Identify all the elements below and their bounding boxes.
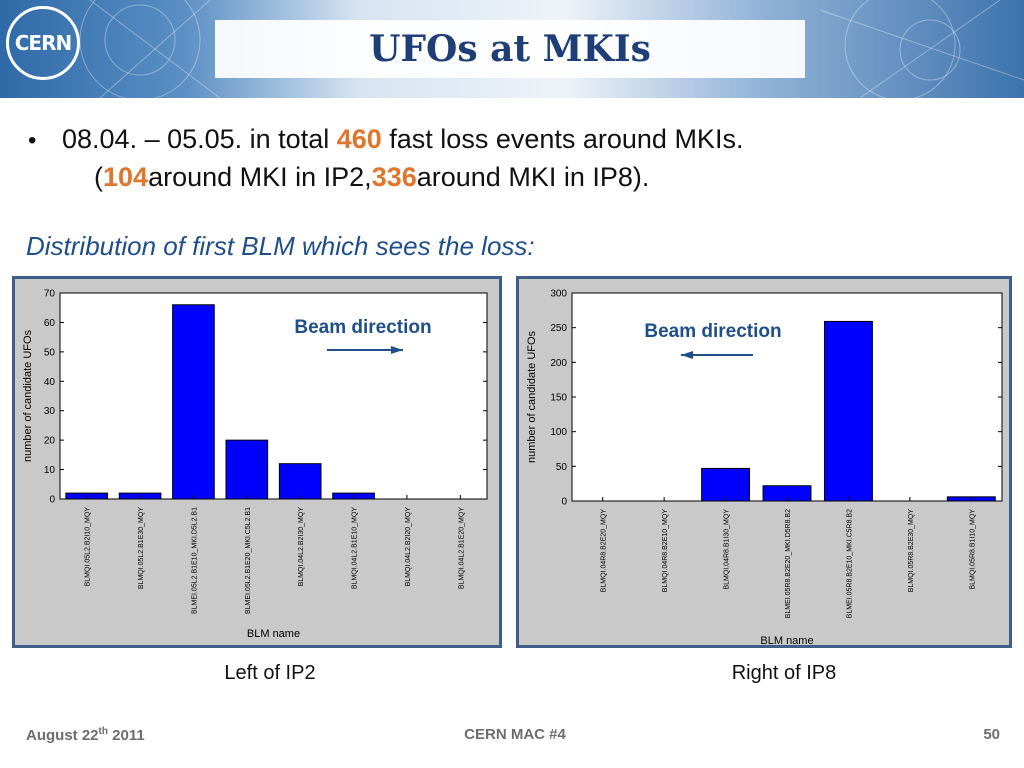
right-chart: 0 50 100 150 200 250 300 BLMQI.04R8.B2E20_MQY BL…	[526, 289, 1003, 645]
x-tick-label: BLMQI.04L2.B1E10_MQY	[352, 507, 359, 589]
left-chart-panel: 0 10 20 30 40 50 60 70 BLMQI.05L2.B2I10_MQY BLMQI…	[12, 276, 502, 648]
cern-logo: CERN	[6, 6, 80, 80]
y-tick-label: 50	[556, 462, 568, 473]
total-events-count: 460	[336, 124, 382, 154]
x-tick-label: BLMQI.05R8.B1I10_MQY	[969, 509, 976, 590]
beam-direction-arrow-icon	[681, 351, 693, 359]
x-tick-label: BLMEI.05R8.B2E10_MKI.C5R8.B2	[846, 509, 853, 618]
y-axis-label: number of candidate UFOs	[526, 330, 538, 463]
y-tick-label: 0	[561, 497, 567, 508]
bullet-line-1: • 08.04. – 05.05. in total 460 fast loss…	[28, 124, 988, 162]
x-tick-label: BLMEI.05L2.B1E20_MKI.C5L2.B1	[245, 507, 252, 614]
x-tick-label: BLMQI.04R8.B1I30_MQY	[724, 509, 731, 590]
x-tick-label: BLMQI.05R8.B2E30_MQY	[908, 509, 915, 593]
y-tick-label: 0	[49, 495, 55, 506]
left-chart-caption: Left of IP2	[224, 662, 316, 684]
footer-date-year: 2011	[107, 727, 145, 744]
left-chart: 0 10 20 30 40 50 60 70 BLMQI.05L2.B2I10_MQY BLMQI…	[22, 289, 488, 640]
bullet-text: (	[94, 162, 103, 192]
header-background-art	[79, 0, 1024, 98]
bullet-dot-icon: •	[28, 127, 37, 154]
bar	[225, 439, 269, 500]
bullet-text: fast loss events around MKIs.	[381, 124, 744, 154]
beam-direction-label: Beam direction	[644, 321, 781, 342]
y-tick-label: 40	[44, 377, 56, 388]
footer-date-text: August 22	[26, 727, 99, 744]
y-tick-label: 20	[44, 436, 56, 447]
x-tick-label: BLMQI.04R8.B2E20_MQY	[601, 509, 608, 593]
y-tick-label: 70	[44, 289, 56, 300]
x-tick-label: BLMQI.04L2.B2I30_MQY	[298, 507, 305, 587]
right-chart-panel: 0 50 100 150 200 250 300 BLMQI.04R8.B2E20_MQY BL…	[516, 276, 1012, 648]
bullet-text: 08.04. – 05.05. in total	[62, 124, 337, 154]
bar	[278, 463, 322, 500]
y-tick-label: 150	[550, 393, 567, 404]
x-axis-label: BLM name	[247, 628, 300, 640]
cern-logo-text: CERN	[14, 31, 72, 55]
x-tick-label: BLMQI.04L2.B1E20_MQY	[458, 507, 465, 589]
footer-date-sup: th	[98, 726, 108, 737]
ip2-events-count: 104	[103, 162, 149, 192]
y-tick-label: 100	[550, 427, 567, 438]
beam-direction-label: Beam direction	[294, 317, 431, 338]
bar	[823, 320, 873, 502]
y-axis-label: number of candidate UFOs	[22, 329, 34, 462]
ip8-events-count: 336	[371, 162, 417, 192]
y-tick-label: 30	[44, 406, 56, 417]
x-axis-label: BLM name	[760, 635, 813, 645]
x-tick-label: BLMQI.04L2.B2I20_MQY	[405, 507, 412, 587]
y-tick-label: 250	[550, 323, 567, 334]
plot-area	[59, 292, 488, 500]
beam-direction-arrow-icon	[391, 346, 403, 354]
bar	[701, 467, 751, 502]
section-subtitle: Distribution of first BLM which sees the…	[26, 231, 535, 261]
footer-date: August 22th 2011	[26, 726, 145, 744]
bullet-text: around MKI in IP2,	[148, 162, 372, 192]
x-tick-label: BLMQI.05L2.B1E30_MQY	[138, 507, 145, 589]
x-tick-label: BLMQI.04R8.B2E10_MQY	[662, 509, 669, 593]
slide-header: CERN UFOs at MKIs	[0, 0, 1024, 98]
bullet-line-2: (104 around MKI in IP2, 336 around MKI i…	[28, 162, 988, 200]
x-tick-label: BLMEI.05R8.B2E20_MKI.D5R8.B2	[785, 509, 792, 618]
right-chart-caption: Right of IP8	[731, 662, 837, 684]
bullet-block: • 08.04. – 05.05. in total 460 fast loss…	[28, 124, 988, 200]
y-tick-label: 300	[550, 289, 567, 300]
title-box: UFOs at MKIs	[215, 20, 805, 78]
plot-area	[571, 292, 1003, 502]
bullet-text: around MKI in IP8).	[416, 162, 650, 192]
page-title: UFOs at MKIs	[369, 28, 651, 70]
y-tick-label: 200	[550, 358, 567, 369]
y-tick-label: 60	[44, 318, 56, 329]
y-tick-label: 50	[44, 347, 56, 358]
y-tick-label: 10	[44, 465, 56, 476]
x-tick-label: BLMEI.05L2.B1E10_MKI.D5L2.B1	[191, 507, 198, 614]
x-tick-label: BLMQI.05L2.B2I10_MQY	[85, 507, 92, 587]
bar	[172, 304, 215, 500]
page-number: 50	[983, 726, 1000, 743]
footer-center: CERN MAC #4	[464, 726, 566, 743]
